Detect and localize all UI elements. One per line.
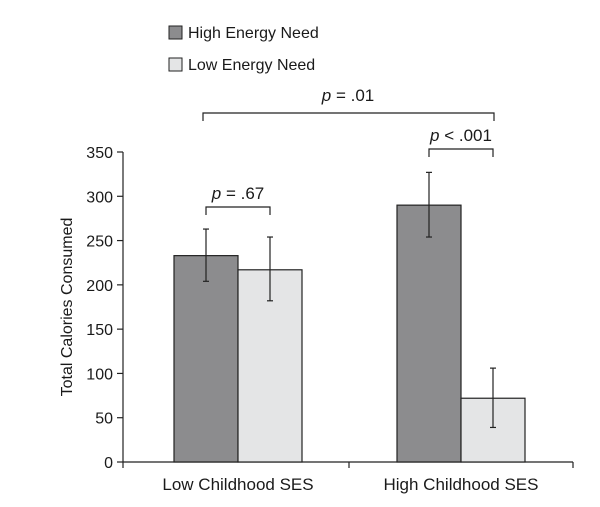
y-tick-label-300: 300 xyxy=(86,189,113,206)
y-axis-title: Total Calories Consumed xyxy=(59,218,76,397)
significance-brackets xyxy=(202,112,495,215)
legend-swatch-high-energy xyxy=(168,25,183,40)
y-tick-label-0: 0 xyxy=(104,455,113,472)
annotation-high-ses-p-italic: p xyxy=(429,126,439,145)
bars xyxy=(173,204,526,463)
annotation-low-ses-p-italic: p xyxy=(211,184,221,203)
legend-label-low-energy: Low Energy Need xyxy=(188,57,315,74)
bracket-high-ses xyxy=(428,148,494,157)
category-label-low-ses: Low Childhood SES xyxy=(162,475,313,494)
legend-label-high-energy: High Energy Need xyxy=(188,25,319,42)
annotation-low-ses-p: p = .67 xyxy=(211,184,264,203)
bar-high-energy-high-ses xyxy=(396,204,462,463)
legend: High Energy Need Low Energy Need xyxy=(168,25,319,74)
y-tick-label-100: 100 xyxy=(86,366,113,383)
annotation-overall-p-italic: p xyxy=(321,86,331,105)
y-tick-label-350: 350 xyxy=(86,145,113,162)
annotation-low-ses-p-value: = .67 xyxy=(221,184,264,203)
error-bars xyxy=(203,171,496,429)
axes: 0 50 100 150 200 250 300 350 xyxy=(86,145,574,472)
y-tick-label-200: 200 xyxy=(86,278,113,295)
annotation-high-ses-p-value: < .001 xyxy=(440,126,492,145)
annotation-overall-p-value: = .01 xyxy=(331,86,374,105)
y-tick-label-250: 250 xyxy=(86,234,113,251)
legend-swatch-low-energy xyxy=(168,57,183,72)
annotation-high-ses-p: p < .001 xyxy=(429,126,492,145)
y-tick-label-150: 150 xyxy=(86,322,113,339)
annotation-overall-p: p = .01 xyxy=(321,86,374,105)
bar-high-energy-low-ses xyxy=(173,255,239,463)
bracket-overall xyxy=(202,112,495,121)
bracket-low-ses xyxy=(205,206,271,215)
category-label-high-ses: High Childhood SES xyxy=(384,475,539,494)
y-tick-label-50: 50 xyxy=(95,411,113,428)
